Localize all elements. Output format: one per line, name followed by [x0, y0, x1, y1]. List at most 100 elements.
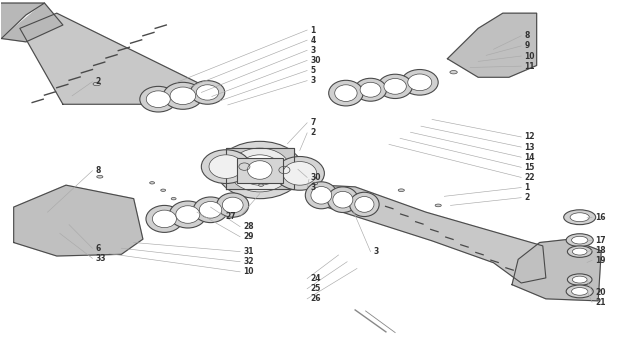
- Text: 11: 11: [524, 62, 535, 71]
- Ellipse shape: [355, 78, 386, 101]
- Ellipse shape: [197, 85, 219, 100]
- Text: 27: 27: [226, 212, 237, 221]
- Text: 15: 15: [524, 163, 535, 172]
- Ellipse shape: [169, 201, 206, 228]
- Ellipse shape: [193, 197, 228, 223]
- Text: 14: 14: [524, 153, 535, 162]
- Text: 25: 25: [310, 284, 321, 293]
- Text: 3: 3: [310, 46, 315, 55]
- Text: 4: 4: [310, 36, 315, 45]
- Ellipse shape: [140, 86, 177, 112]
- Ellipse shape: [435, 204, 441, 207]
- Ellipse shape: [217, 193, 248, 217]
- Text: 33: 33: [96, 254, 106, 263]
- Ellipse shape: [209, 155, 243, 179]
- Ellipse shape: [335, 85, 357, 101]
- Ellipse shape: [170, 87, 196, 105]
- Ellipse shape: [572, 276, 587, 283]
- Polygon shape: [1, 3, 44, 38]
- Ellipse shape: [150, 182, 154, 184]
- Polygon shape: [20, 13, 211, 104]
- Ellipse shape: [350, 192, 379, 217]
- Ellipse shape: [450, 70, 457, 74]
- Ellipse shape: [305, 182, 337, 209]
- Ellipse shape: [360, 82, 381, 97]
- Text: 3: 3: [310, 76, 315, 85]
- FancyBboxPatch shape: [237, 157, 283, 183]
- Ellipse shape: [564, 210, 596, 225]
- Ellipse shape: [572, 248, 587, 255]
- Text: 3: 3: [310, 183, 315, 192]
- Ellipse shape: [572, 288, 588, 295]
- Ellipse shape: [93, 82, 101, 86]
- Text: 31: 31: [243, 247, 253, 256]
- Ellipse shape: [190, 81, 225, 104]
- Ellipse shape: [329, 80, 363, 106]
- Text: 5: 5: [310, 66, 315, 75]
- Ellipse shape: [572, 236, 588, 244]
- Text: 13: 13: [524, 142, 535, 152]
- Text: 21: 21: [595, 298, 606, 307]
- Text: 6: 6: [96, 244, 101, 253]
- Text: 3: 3: [374, 247, 379, 256]
- Text: 22: 22: [524, 173, 535, 182]
- Ellipse shape: [333, 191, 353, 208]
- Text: 12: 12: [524, 133, 535, 141]
- Text: 2: 2: [524, 193, 530, 202]
- Text: 10: 10: [243, 267, 253, 276]
- Ellipse shape: [398, 189, 404, 191]
- Ellipse shape: [217, 141, 303, 199]
- Ellipse shape: [146, 205, 183, 232]
- Text: 18: 18: [595, 246, 606, 255]
- Polygon shape: [512, 239, 601, 301]
- Ellipse shape: [258, 184, 263, 186]
- Text: 28: 28: [243, 222, 254, 231]
- Text: 30: 30: [310, 173, 321, 182]
- Polygon shape: [447, 13, 536, 77]
- Ellipse shape: [176, 206, 200, 223]
- Ellipse shape: [283, 162, 316, 185]
- Text: 9: 9: [524, 41, 530, 50]
- Ellipse shape: [163, 82, 203, 109]
- Ellipse shape: [161, 189, 166, 191]
- Ellipse shape: [229, 148, 290, 192]
- Polygon shape: [14, 185, 143, 256]
- Text: 20: 20: [595, 288, 606, 296]
- Text: 7: 7: [310, 118, 316, 127]
- Text: 1: 1: [310, 26, 315, 35]
- Ellipse shape: [378, 74, 412, 99]
- Polygon shape: [1, 3, 63, 42]
- Ellipse shape: [201, 150, 250, 184]
- Text: 10: 10: [524, 52, 535, 61]
- Text: 8: 8: [96, 166, 101, 175]
- Ellipse shape: [247, 161, 272, 179]
- Ellipse shape: [401, 69, 438, 95]
- Ellipse shape: [567, 246, 592, 257]
- Ellipse shape: [313, 182, 318, 185]
- Text: 24: 24: [310, 274, 321, 283]
- Text: 30: 30: [310, 56, 321, 65]
- Ellipse shape: [355, 197, 374, 212]
- Ellipse shape: [570, 213, 590, 222]
- Text: 32: 32: [243, 257, 253, 266]
- Text: 19: 19: [595, 256, 606, 265]
- Ellipse shape: [146, 91, 171, 107]
- Ellipse shape: [311, 187, 332, 204]
- Text: 16: 16: [595, 213, 606, 222]
- Text: 29: 29: [243, 232, 253, 241]
- Text: 26: 26: [310, 294, 321, 303]
- Ellipse shape: [566, 285, 593, 298]
- Ellipse shape: [153, 210, 176, 228]
- Text: 2: 2: [96, 77, 101, 86]
- Ellipse shape: [200, 202, 222, 218]
- Polygon shape: [226, 148, 294, 189]
- Text: 1: 1: [524, 183, 530, 192]
- Ellipse shape: [239, 155, 281, 185]
- Polygon shape: [321, 185, 546, 283]
- Ellipse shape: [328, 187, 358, 212]
- Text: 2: 2: [310, 129, 315, 137]
- Ellipse shape: [567, 274, 592, 285]
- Text: 17: 17: [595, 236, 606, 245]
- Ellipse shape: [222, 197, 243, 213]
- Ellipse shape: [384, 79, 406, 94]
